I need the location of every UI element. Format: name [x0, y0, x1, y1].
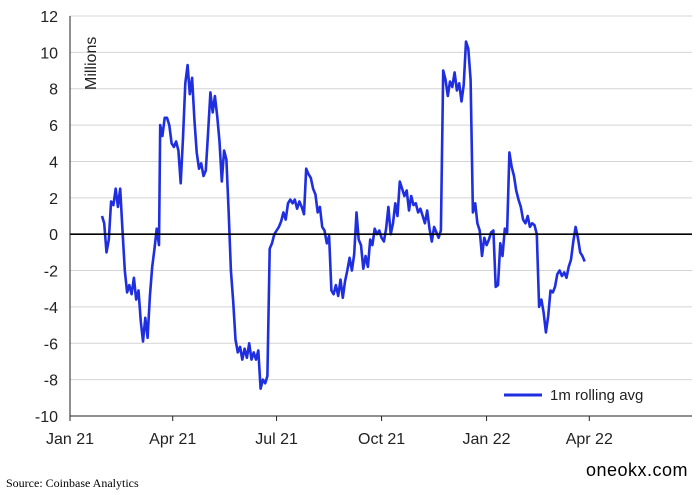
gridlines	[70, 15, 692, 381]
x-tick-label: Jul 21	[255, 431, 298, 448]
series-line-0	[100, 40, 586, 390]
y-tick-label: -6	[44, 336, 58, 353]
y-tick-label: -10	[35, 409, 58, 426]
y-tick-label: 4	[49, 154, 58, 171]
source-note: Source: Coinbase Analytics	[6, 476, 139, 490]
y-tick-label: 6	[49, 118, 58, 135]
y-tick-label: -2	[44, 264, 58, 281]
x-tick-label: Jan 21	[46, 431, 94, 448]
x-tick-label: Jan 22	[463, 431, 511, 448]
legend: 1m rolling avg	[504, 387, 643, 404]
y-tick-label: 8	[49, 82, 58, 99]
x-tick-label: Oct 21	[358, 431, 405, 448]
x-tick-label: Apr 21	[149, 431, 196, 448]
y-tick-label: 12	[40, 9, 58, 26]
y-tick-label: 10	[40, 45, 58, 62]
x-axis-ticks: Jan 21 Apr 21 Jul 21 Oct 21 Jan 22 Apr 22	[46, 416, 613, 448]
y-tick-label: 2	[49, 191, 58, 208]
watermark: oneokx.com	[585, 460, 688, 480]
series-layer	[100, 40, 586, 390]
y-tick-label: 0	[49, 227, 58, 244]
y-tick-label: -8	[44, 373, 58, 390]
y-axis-ticks: -10 -8 -6 -4 -2 0 2 4 6 8 10 12	[35, 9, 58, 426]
x-tick-label: Apr 22	[566, 431, 613, 448]
y-axis-label: Millions	[83, 37, 100, 90]
y-tick-label: -4	[44, 300, 58, 317]
legend-label: 1m rolling avg	[550, 387, 643, 404]
